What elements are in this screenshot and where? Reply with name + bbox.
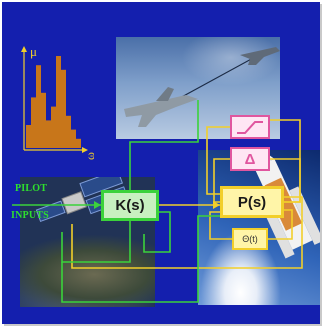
controller-label: K(s)	[115, 197, 145, 214]
histogram-bar	[76, 138, 81, 148]
histogram-chart: μ ω	[21, 44, 97, 160]
pilot-input-arrow-icon	[94, 201, 101, 209]
histogram-bar	[46, 120, 51, 148]
controller-block: K(s)	[101, 190, 159, 221]
satellite-earth-photo	[20, 177, 155, 307]
histogram-bar	[66, 115, 71, 148]
inputs-label: INPUTS	[11, 210, 49, 221]
histogram-bar	[36, 65, 41, 148]
plant-block: P(s)	[220, 186, 284, 218]
delay-label: Θ(t)	[242, 234, 258, 244]
pilot-label: PILOT	[15, 183, 48, 194]
delta-label: Δ	[244, 150, 256, 168]
histogram-bar	[71, 129, 76, 148]
x-axis-arrow-icon	[82, 147, 88, 153]
plant-label: P(s)	[237, 193, 267, 211]
histogram-bars	[26, 56, 81, 148]
tanker-jet-right	[240, 47, 280, 65]
fighter-jet-left	[124, 87, 198, 127]
histogram-xlabel: ω	[83, 152, 97, 160]
yellow-feedback-lines	[71, 119, 303, 269]
histogram-bar	[26, 125, 31, 148]
saturation-block	[230, 115, 270, 139]
histogram-ylabel: μ	[30, 44, 37, 59]
green-signal-lines	[12, 100, 220, 303]
histogram-bar	[41, 92, 46, 148]
delta-uncertainty-block: Δ	[230, 147, 270, 171]
control-arrow-icon	[213, 201, 220, 209]
signal-lines	[12, 100, 303, 303]
histogram-bar	[51, 106, 56, 148]
delay-block: Θ(t)	[232, 228, 268, 250]
histogram-bar	[56, 56, 61, 148]
y-axis-arrow-icon	[21, 46, 27, 52]
histogram-bar	[61, 69, 66, 148]
histogram-bar	[31, 97, 36, 148]
saturation-curve-icon	[237, 121, 263, 134]
control-diagram-figure: μ ω Δ K(	[2, 2, 320, 324]
